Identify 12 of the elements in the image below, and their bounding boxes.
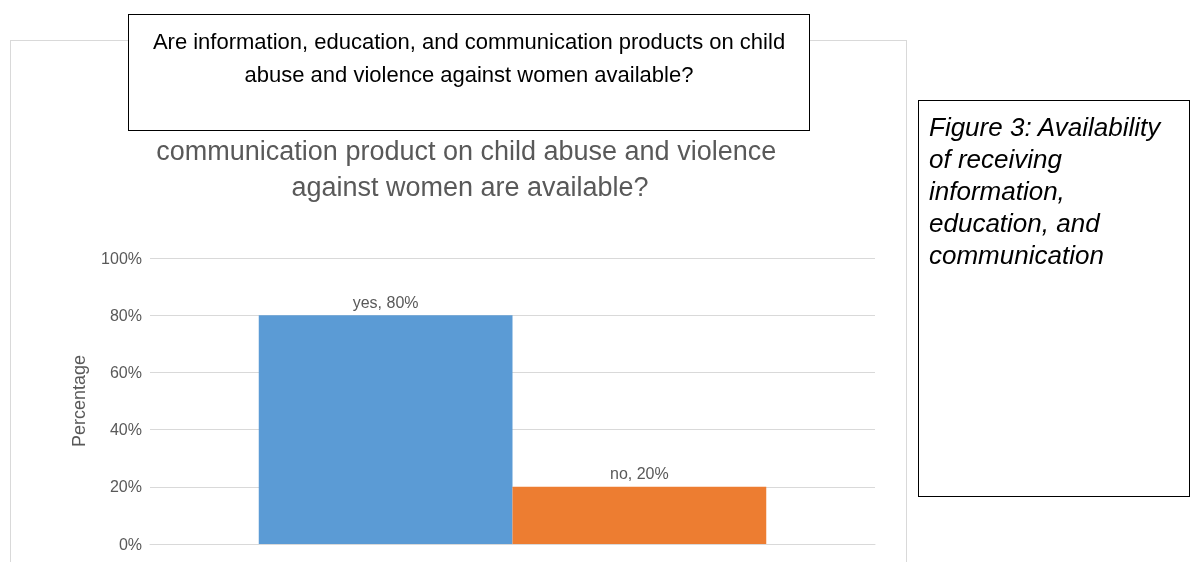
data-label: no, 20% — [610, 465, 669, 483]
data-label: yes, 80% — [352, 293, 419, 311]
chart-subtitle: communication product on child abuse and violence against women are available? — [156, 136, 784, 202]
y-tick-label: 0% — [118, 535, 142, 553]
y-tick-label: 80% — [109, 306, 142, 324]
y-tick-label: 20% — [109, 478, 142, 496]
y-tick-label: 60% — [109, 363, 142, 381]
y-axis-title: Percentage — [69, 354, 89, 448]
chart-title: Are information, education, and communication products on child abuse and violence against women available? — [128, 14, 810, 131]
caption: Figure 3: Availability of receiving information, education, and communication — [918, 100, 1190, 497]
y-tick-label: 40% — [109, 421, 142, 439]
y-tick-label: 100% — [101, 249, 142, 267]
